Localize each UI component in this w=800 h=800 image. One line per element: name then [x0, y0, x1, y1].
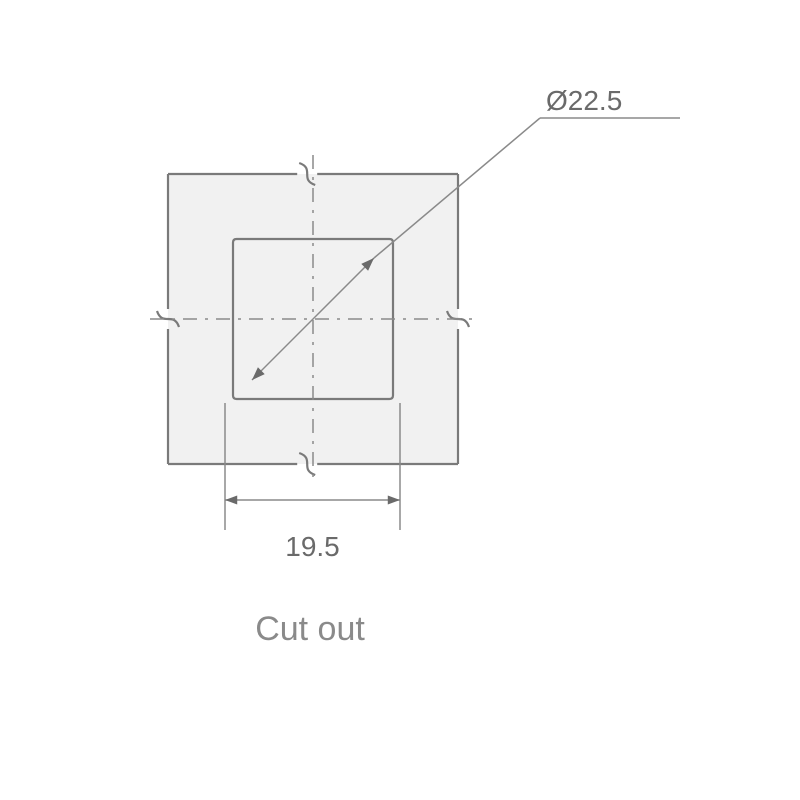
diameter-label: Ø22.5: [546, 85, 622, 116]
caption: Cut out: [255, 610, 365, 648]
cutout-diagram: Ø22.5 19.5 Cut out: [0, 0, 800, 800]
width-label: 19.5: [285, 531, 340, 562]
